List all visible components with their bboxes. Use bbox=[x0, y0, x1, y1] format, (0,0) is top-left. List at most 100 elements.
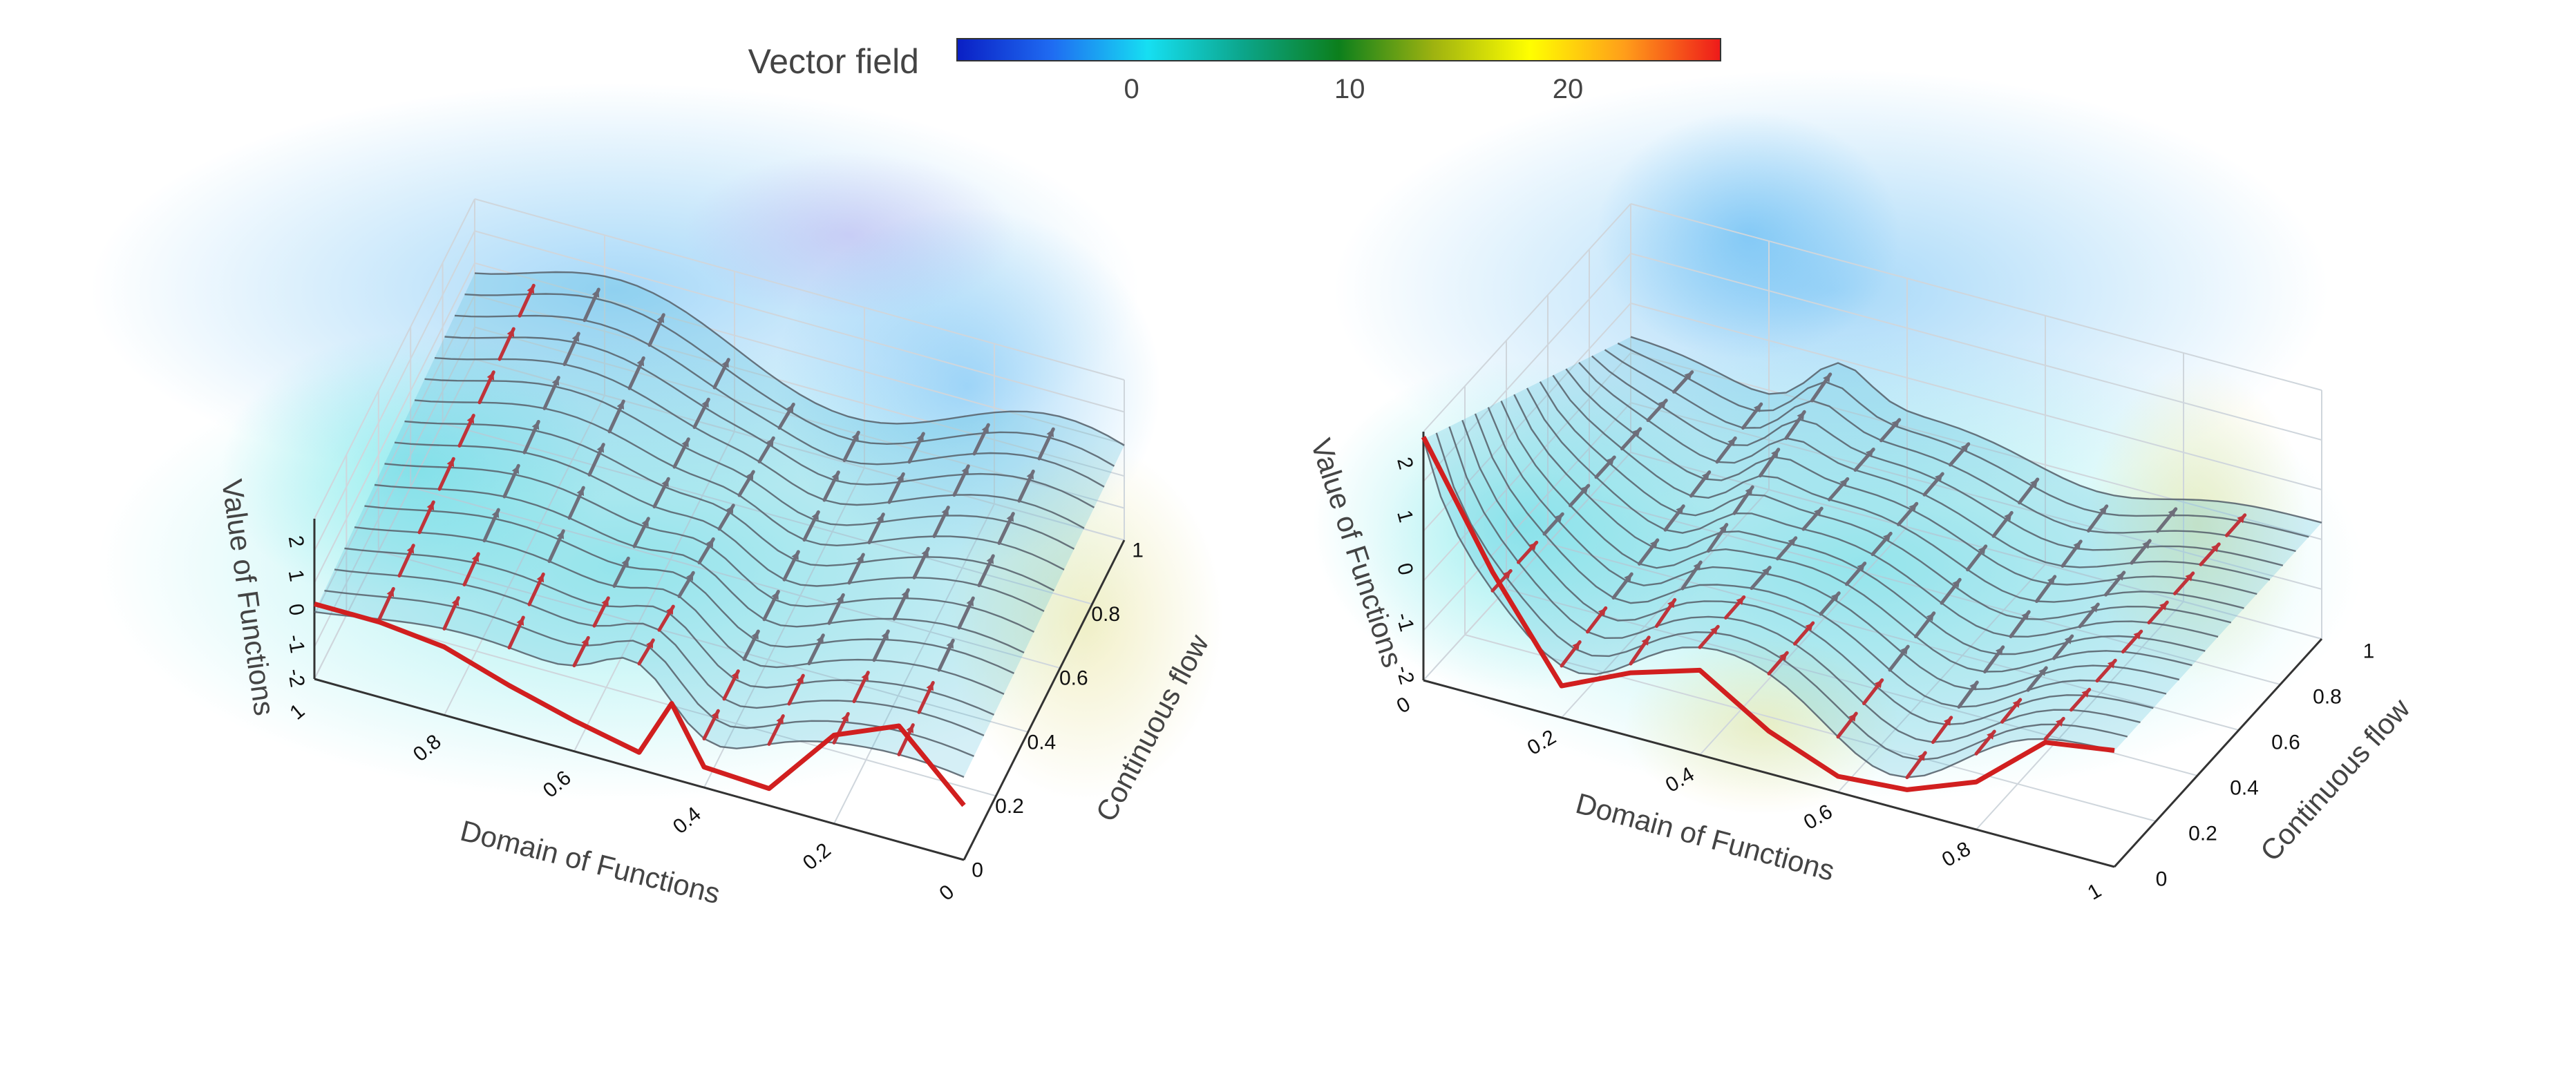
surface-strip bbox=[1604, 343, 2309, 551]
vector-arrow-head bbox=[1883, 533, 1891, 542]
grid-line bbox=[378, 550, 1029, 733]
vector-arrow-head bbox=[1857, 563, 1865, 572]
vector-arrow-head bbox=[1736, 597, 1744, 606]
grid-line bbox=[474, 230, 1125, 413]
y-tick-label: 1 bbox=[2363, 640, 2375, 663]
surface-strip bbox=[1462, 414, 2166, 725]
grid-line bbox=[314, 262, 475, 584]
vector-arrow-head bbox=[556, 530, 565, 539]
vector-arrow-head bbox=[981, 425, 989, 434]
grid-line bbox=[574, 431, 735, 752]
vector-arrow-head bbox=[1684, 372, 1692, 381]
colorbar-tick-label: 10 bbox=[1334, 74, 1365, 104]
vector-arrow-head bbox=[406, 545, 415, 554]
surface-strip bbox=[404, 400, 1064, 591]
vector-arrow-head bbox=[1502, 571, 1511, 579]
vector-arrow-head bbox=[1917, 752, 1926, 761]
surface-strip bbox=[1514, 387, 2218, 654]
vector-arrow-head bbox=[665, 606, 674, 615]
y-tick-label: 0.6 bbox=[1059, 667, 1088, 690]
vector-arrow-head bbox=[1727, 438, 1736, 447]
vector-arrow-head bbox=[636, 358, 645, 367]
vector-arrow-head bbox=[1624, 574, 1632, 582]
grid-line bbox=[1464, 634, 2157, 822]
vector-arrow-head bbox=[961, 466, 969, 475]
vector-arrow-head bbox=[386, 588, 395, 597]
z-tick-label: 0 bbox=[284, 602, 308, 617]
vector-arrow-head bbox=[986, 555, 994, 564]
vector-arrow-head bbox=[766, 438, 774, 447]
vector-arrow-head bbox=[1710, 626, 1718, 635]
vector-arrow-head bbox=[1909, 504, 1917, 512]
vector-arrow-head bbox=[881, 631, 889, 640]
z-tick-label: 1 bbox=[284, 568, 308, 583]
vector-arrow-head bbox=[491, 510, 500, 519]
vector-arrow-head bbox=[1987, 731, 1995, 740]
y-tick-label: 0 bbox=[2156, 868, 2168, 891]
vector-arrow-head bbox=[701, 399, 709, 408]
vector-arrow-head bbox=[1572, 642, 1580, 651]
colorbar-bar bbox=[956, 38, 1721, 61]
y-tick-label: 0.4 bbox=[1027, 731, 1057, 754]
vector-arrow-head bbox=[2064, 635, 2072, 644]
vector-arrow-head bbox=[1935, 473, 1943, 482]
vector-arrow-head bbox=[1969, 682, 1978, 691]
vector-arrow-head bbox=[1693, 562, 1701, 571]
grid-line bbox=[1837, 564, 2046, 793]
grid-line bbox=[474, 358, 1125, 541]
grid-line bbox=[1423, 303, 1631, 532]
vector-arrow-head bbox=[876, 514, 884, 523]
grid-line bbox=[1423, 352, 1631, 582]
vector-arrow-head bbox=[896, 474, 904, 483]
vector-arrows bbox=[377, 283, 1055, 756]
axes bbox=[313, 519, 1126, 861]
z-tick-label: -2 bbox=[283, 667, 309, 689]
vector-arrow-head bbox=[811, 512, 819, 521]
vector-arrow-head bbox=[1865, 449, 1874, 458]
left-surface-plot: 00.20.40.60.8100.20.40.60.81-2-1012Domai… bbox=[90, 83, 1223, 910]
vector-arrow-head bbox=[601, 597, 609, 606]
flow-curve bbox=[474, 271, 1125, 446]
vector-arrow-head bbox=[916, 433, 924, 442]
vector-arrow-head bbox=[2142, 540, 2150, 549]
vector-arrow-head bbox=[2210, 544, 2219, 553]
vector-arrow-head bbox=[1848, 713, 1857, 722]
vector-arrow-head bbox=[856, 555, 864, 563]
vector-arrow-head bbox=[596, 444, 605, 453]
vector-arrow-head bbox=[656, 314, 665, 323]
surface-strip bbox=[395, 421, 1054, 611]
vector-arrow-head bbox=[1813, 508, 1822, 517]
grid-line bbox=[703, 467, 865, 788]
vector-arrow-head bbox=[1995, 646, 2003, 655]
grid-line bbox=[474, 294, 1125, 477]
y-axis-line bbox=[963, 539, 1126, 861]
volume-fog bbox=[90, 83, 1223, 801]
vector-arrow-head bbox=[746, 472, 754, 480]
grid-line bbox=[1699, 526, 1908, 756]
vector-arrow-head bbox=[551, 377, 560, 386]
surface-strip bbox=[1501, 394, 2206, 672]
boundary-curve bbox=[314, 602, 966, 807]
vector-arrow-head bbox=[906, 725, 913, 734]
x-tick-label: 0 bbox=[1393, 693, 1414, 718]
vector-arrow-head bbox=[511, 466, 520, 475]
vector-arrow-head bbox=[731, 671, 739, 680]
vector-arrow-head bbox=[645, 640, 654, 649]
volume-fog-blob bbox=[947, 442, 1223, 801]
surface-strip bbox=[334, 548, 994, 736]
vector-arrow-head bbox=[2237, 515, 2245, 524]
vector-arrow-head bbox=[791, 551, 799, 560]
surface-strip bbox=[1449, 420, 2154, 742]
grid-line bbox=[314, 358, 475, 680]
vector-arrow-head bbox=[796, 675, 804, 684]
flow-curve bbox=[1630, 336, 2322, 524]
vector-arrow-head bbox=[1006, 513, 1014, 522]
y-tick-label: 0.6 bbox=[2271, 731, 2300, 754]
volume-fog bbox=[1313, 69, 2363, 815]
vector-arrow-head bbox=[2168, 508, 2176, 517]
z-tick-label: -1 bbox=[283, 633, 309, 655]
vector-arrow-head bbox=[966, 598, 974, 607]
x-tick-label: 0.8 bbox=[1938, 837, 1975, 871]
surface-strip bbox=[435, 336, 1095, 528]
vector-arrow-head bbox=[1839, 479, 1848, 488]
